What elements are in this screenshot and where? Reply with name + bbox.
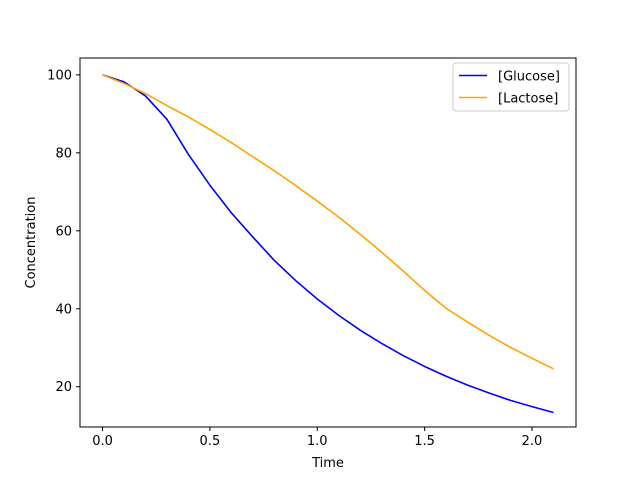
y-axis-ticks: 20 40 60 80 100 <box>47 68 80 395</box>
series-line-lactose <box>102 74 554 370</box>
y-tick-label: 100 <box>47 68 72 83</box>
legend-label-glucose: [Glucose] <box>498 70 560 85</box>
y-axis-title: Concentration <box>24 197 39 289</box>
series-line-glucose <box>102 74 554 414</box>
y-tick-label: 60 <box>55 224 72 239</box>
legend-label-lactose: [Lactose] <box>498 92 558 107</box>
plot-frame <box>79 57 577 428</box>
legend: [Glucose] [Lactose] <box>452 62 570 112</box>
x-tick-label: 0.0 <box>92 434 113 449</box>
y-tick-label: 20 <box>55 380 72 395</box>
y-tick-label: 40 <box>55 302 72 317</box>
x-tick-label: 2.0 <box>522 434 543 449</box>
x-tick-label: 1.5 <box>414 434 435 449</box>
plot-layer <box>102 74 554 414</box>
x-axis-ticks: 0.0 0.5 1.0 1.5 2.0 <box>92 427 542 449</box>
x-tick-label: 0.5 <box>200 434 221 449</box>
x-axis-title: Time <box>311 456 344 471</box>
y-tick-label: 80 <box>55 146 72 161</box>
x-tick-label: 1.0 <box>307 434 328 449</box>
